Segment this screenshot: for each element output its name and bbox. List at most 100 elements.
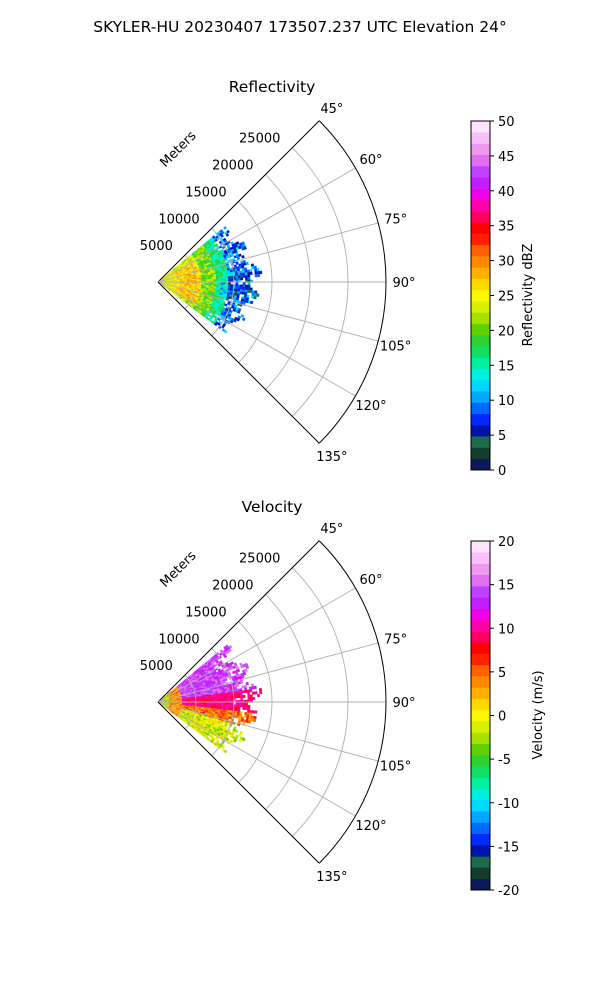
radar-gate [230,698,234,701]
radar-gate [224,678,228,682]
radar-gate [241,317,246,322]
colorbar-segment [471,541,490,553]
colorbar-tick-label: 50 [498,115,515,130]
radar-gate [211,279,214,281]
colorbar-tick-label: 10 [498,394,515,409]
sector-edge [157,701,320,864]
radar-gate [223,225,228,230]
radar-gate [223,276,227,279]
colorbar-segment [471,166,490,178]
radar-gate [244,272,248,276]
azimuth-spoke [157,701,356,817]
radar-gate [247,282,251,286]
radar-gate [230,278,234,281]
reflectivity-title: Reflectivity [229,78,316,96]
radar-gate [247,720,251,724]
colorbar-segment [471,822,490,835]
radar-gate [247,289,251,293]
velocity-tick-labels: 45° 60° 75° 90° 105° 120° 135° 5000 10000 15000 20… [140,522,416,885]
radar-gate [247,704,251,708]
radar-gate [223,278,227,281]
radar-gate [228,278,231,281]
radar-gate [237,284,241,288]
radar-gate [254,691,258,695]
velocity-colorbar: -20 -15 -10 -5 0 5 10 15 20 [470,535,519,899]
radar-gate [235,702,239,705]
radar-gate [211,277,214,280]
radar-gate [251,290,255,294]
colorbar-tick-label: 10 [498,622,515,637]
radar-gate [240,680,244,684]
radar-gate [246,269,250,273]
radar-gate [211,282,214,284]
colorbar-segment [471,619,490,632]
radar-gate [244,274,248,278]
colorbar-segment [471,608,490,621]
radar-gate [240,697,244,701]
velocity-radial-axis-label: Meters [158,548,200,590]
radar-gate [242,704,246,708]
radar-gate [223,284,227,287]
radar-gate [221,245,226,250]
range-tick-label: 5000 [140,659,173,674]
radar-gate [242,671,247,676]
radar-gate [249,710,253,714]
radar-gate [258,687,262,692]
azimuth-tick-label: 75° [384,632,407,647]
radar-gate [213,277,217,280]
radar-gate [228,698,231,701]
radar-gate [235,282,239,285]
colorbar-segment [471,211,490,223]
azimuth-tick-label: 60° [359,153,382,168]
radar-gate [234,691,238,694]
radar-gate [246,712,250,716]
radar-gate [245,277,248,281]
colorbar-tick-label: 40 [498,185,515,200]
radar-gate [253,685,257,690]
sector-outer-arc [318,120,387,444]
radar-gate [223,749,228,754]
radar-gate [218,275,222,278]
colorbar-tick-label: 15 [498,579,515,594]
colorbar-tick-label: -10 [498,797,519,812]
colorbar-segment [471,878,490,891]
azimuth-spoke [157,587,356,703]
radar-gate [247,697,251,701]
radar-gate [239,291,243,295]
radar-gate [230,702,234,705]
sector-outer-arc [318,540,387,864]
radar-gate [240,314,245,318]
radar-gate [244,707,248,711]
radar-gate [242,274,246,278]
radar-gate [237,273,241,276]
radar-gate [254,290,258,294]
colorbar-segment [471,154,490,167]
radar-gate [237,310,241,314]
radar-gate [235,275,239,279]
colorbar-segment [471,233,490,246]
colorbar-segment [471,754,490,767]
radar-gate [215,698,219,701]
radar-gate [245,681,249,686]
radar-gate [228,704,231,707]
colorbar-segment [471,222,490,234]
colorbar-segment [471,676,490,688]
radar-gate [245,284,248,288]
radar-gate [230,273,234,277]
radar-gate [247,287,251,291]
radar-gate [247,692,251,696]
colorbar-segment [471,132,490,144]
radar-gate [216,702,219,705]
radar-gate [237,277,241,281]
radar-gate [226,229,230,234]
sector-edge [157,281,320,444]
radar-gate [220,702,224,705]
radar-gate [249,697,253,701]
colorbar-segment [471,357,490,369]
colorbar-segment [471,709,490,722]
range-tick-label: 5000 [140,239,173,254]
radar-gate [247,707,251,711]
colorbar-segment [471,244,490,257]
colorbar-segment [471,267,490,279]
radar-gate [249,271,253,275]
